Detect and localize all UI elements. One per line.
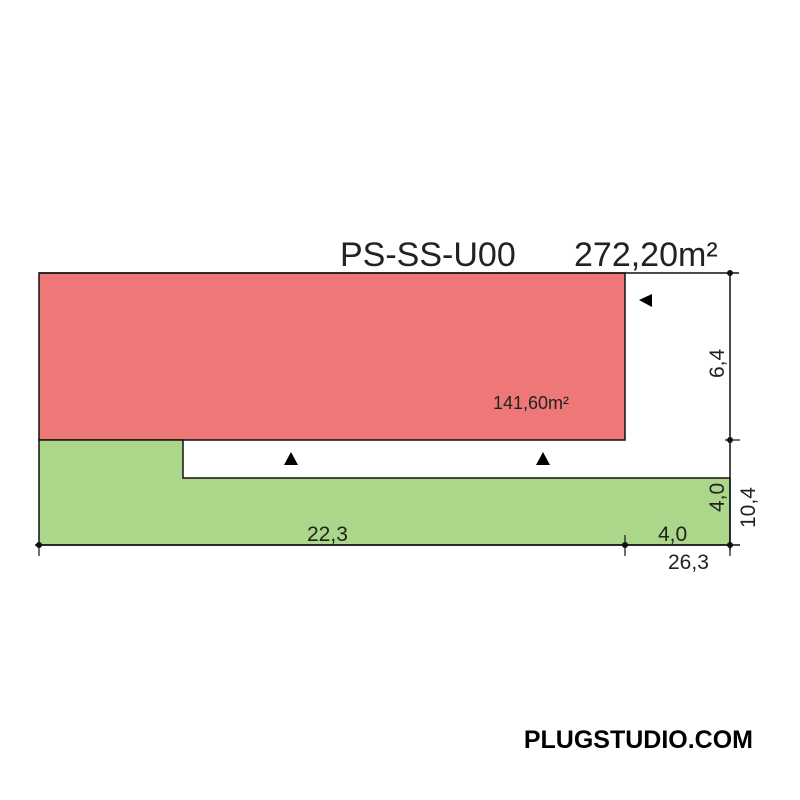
triangle-marker-icon [284,294,652,465]
total-area: 272,20m² [574,236,718,274]
dim-total-width: 26,3 [668,551,709,574]
dim-right-width: 4,0 [658,523,687,546]
dim-upper-height: 6,4 [706,348,729,378]
brand-logo: PLUGSTUDIO.COM [523,726,753,754]
green-zone [38,439,731,546]
dim-left-width: 22,3 [307,523,348,546]
red-area: 141,60m² [493,393,569,413]
plan-code: PS-SS-U00 [340,236,516,274]
dim-lower-height: 4,0 [706,483,729,512]
dim-dots [36,270,733,548]
red-zone [38,272,626,441]
dim-total-height: 10,4 [737,487,760,528]
